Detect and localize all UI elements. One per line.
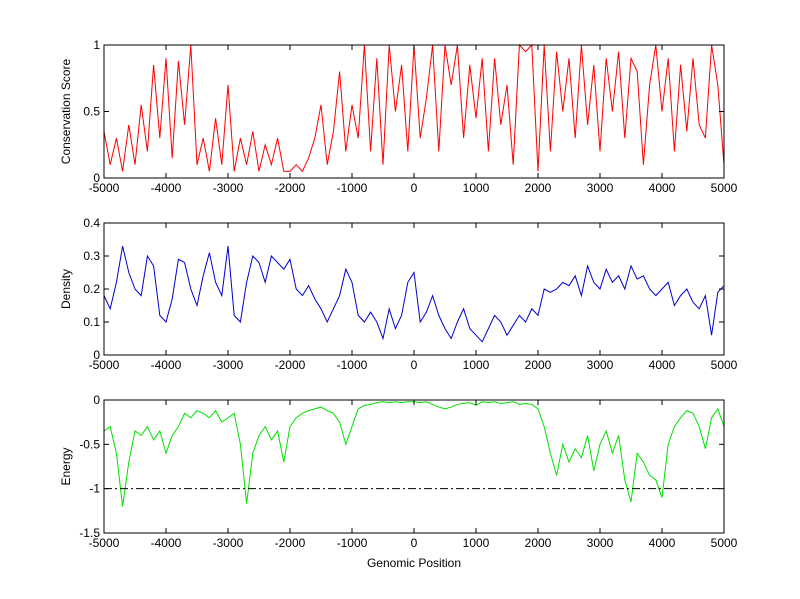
energy-y-tick-label: -1.5: [79, 526, 100, 540]
conservation-x-tick-label: -2000: [275, 181, 306, 195]
conservation-y-tick-label: 0: [93, 171, 100, 185]
energy-x-tick-label: 5000: [711, 536, 738, 550]
conservation-x-tick-label: 3000: [587, 181, 614, 195]
density-series-line: [103, 245, 725, 343]
conservation-x-tick-label: 2000: [525, 181, 552, 195]
density-x-tick-label: -3000: [213, 358, 244, 372]
energy-x-tick-label: -1000: [337, 536, 368, 550]
conservation-x-tick-label: 1000: [463, 181, 490, 195]
density-x-tick-label: 1000: [463, 358, 490, 372]
energy-y-tick-label: -1: [89, 482, 100, 496]
density-y-tick-label: 0: [93, 348, 100, 362]
energy-x-tick-label: 4000: [649, 536, 676, 550]
energy-x-tick-label: 1000: [463, 536, 490, 550]
energy-y-axis-label: Energy: [59, 447, 73, 485]
density-y-tick-label: 0.2: [83, 282, 100, 296]
energy-y-tick-label: -0.5: [79, 437, 100, 451]
conservation-x-tick-label: -1000: [337, 181, 368, 195]
conservation-x-tick-label: -5000: [89, 181, 120, 195]
energy-x-tick-label: -4000: [151, 536, 182, 550]
density-x-tick-label: -4000: [151, 358, 182, 372]
energy-x-axis-label: Genomic Position: [367, 556, 461, 570]
density-x-tick-label: 4000: [649, 358, 676, 372]
conservation-x-tick-label: 4000: [649, 181, 676, 195]
conservation-panel: -5000 -4000 -3000 -2000 -1000 0 1000 2000 3000 40…: [59, 38, 738, 195]
conservation-series-line: [103, 43, 725, 173]
energy-x-tick-label: -3000: [213, 536, 244, 550]
density-y-tick-label: 0.1: [83, 315, 100, 329]
energy-y-tick-label: 0: [93, 393, 100, 407]
energy-x-tick-label: 0: [411, 536, 418, 550]
conservation-x-tick-label: 5000: [711, 181, 738, 195]
density-x-tick-label: -5000: [89, 358, 120, 372]
conservation-x-tick-label: -4000: [151, 181, 182, 195]
conservation-x-tick-label: -3000: [213, 181, 244, 195]
energy-x-tick-label: -5000: [89, 536, 120, 550]
density-y-axis-label: Density: [59, 269, 73, 309]
energy-x-tick-label: -2000: [275, 536, 306, 550]
density-x-tick-label: -1000: [337, 358, 368, 372]
energy-x-tick-label: 2000: [525, 536, 552, 550]
energy-axes-box: [103, 399, 725, 534]
density-x-tick-label: -2000: [275, 358, 306, 372]
density-x-tick-label: 3000: [587, 358, 614, 372]
density-x-tick-label: 0: [411, 358, 418, 372]
conservation-y-tick-label: 0.5: [83, 105, 100, 119]
energy-series-line: [103, 401, 725, 507]
density-axes-box: [103, 222, 725, 356]
energy-panel: -5000 -4000 -3000 -2000 -1000 0 1000 2000 3000 40…: [59, 393, 738, 570]
density-x-tick-label: 5000: [711, 358, 738, 372]
density-panel: -5000 -4000 -3000 -2000 -1000 0 1000 2000 3000 40…: [59, 216, 738, 372]
density-x-tick-label: 2000: [525, 358, 552, 372]
conservation-y-axis-label: Conservation Score: [59, 58, 73, 164]
density-y-tick-label: 0.3: [83, 249, 100, 263]
density-y-tick-label: 0.4: [83, 216, 100, 230]
energy-x-tick-label: 3000: [587, 536, 614, 550]
conservation-x-tick-label: 0: [411, 181, 418, 195]
conservation-y-tick-label: 1: [93, 38, 100, 52]
